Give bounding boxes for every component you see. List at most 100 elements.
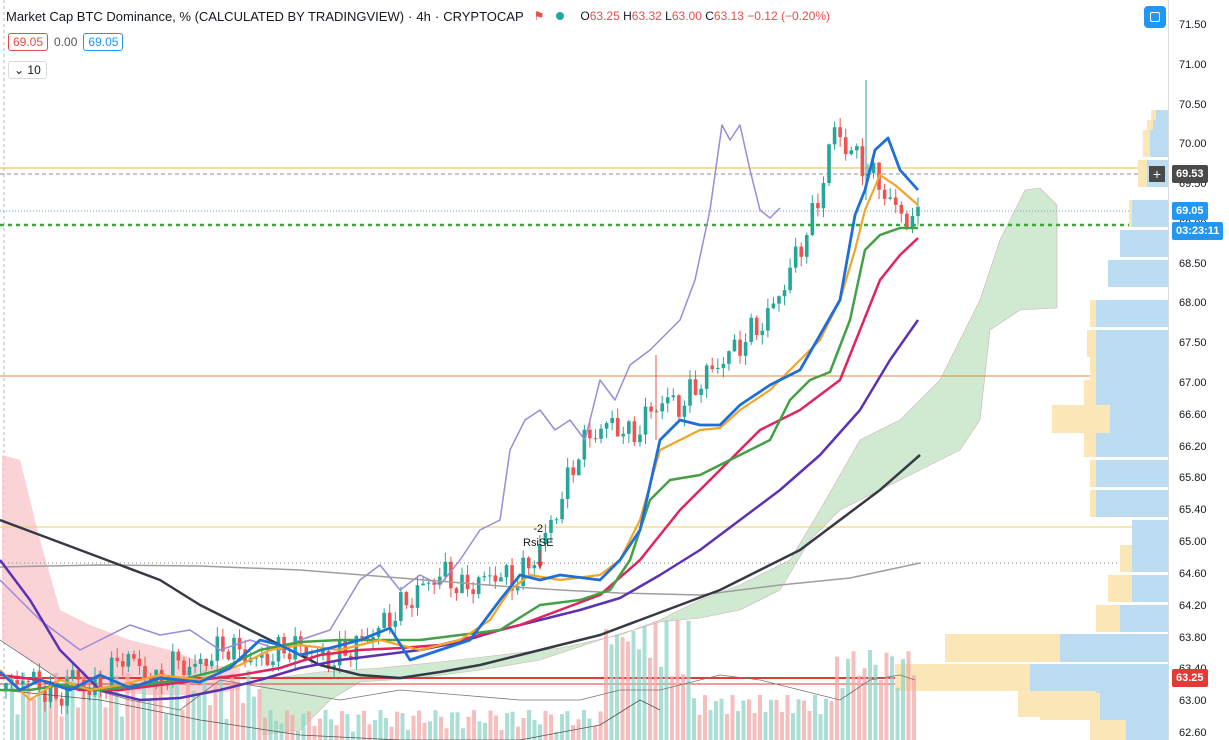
- volume-bar-up: [791, 713, 795, 740]
- candle-body: [260, 653, 264, 658]
- volume-profile-bar-up: [1132, 545, 1168, 572]
- candle-body: [832, 127, 837, 145]
- volume-bar-down: [439, 716, 443, 740]
- volume-profile-bar-down: [1108, 575, 1132, 602]
- screen-button-icon[interactable]: [1144, 6, 1166, 28]
- candle-body: [721, 363, 726, 368]
- price-tick-label: 63.80: [1179, 631, 1207, 644]
- volume-bar-down: [681, 674, 685, 740]
- candle-body: [254, 657, 259, 659]
- candle-body: [849, 150, 854, 155]
- candle-body: [760, 330, 765, 336]
- candle-body: [638, 434, 642, 443]
- candle-body: [232, 637, 236, 660]
- volume-bar-down: [208, 705, 212, 740]
- volume-bar-up: [719, 698, 724, 740]
- volume-bar-up: [268, 710, 273, 740]
- candle-body: [120, 661, 125, 667]
- candle-body: [816, 203, 820, 209]
- candle-body: [465, 574, 470, 590]
- candle-body: [682, 405, 687, 417]
- volume-profile-bar-down: [1052, 405, 1110, 433]
- volume-bar-up: [92, 692, 97, 740]
- volume-bar-down: [213, 682, 218, 740]
- volume-bar-up: [433, 710, 438, 740]
- flag-icon[interactable]: ⚑: [533, 9, 545, 23]
- volume-bar-up: [43, 700, 47, 740]
- candle-body: [182, 660, 186, 676]
- volume-bar-up: [37, 670, 42, 740]
- candle-body: [621, 433, 626, 437]
- volume-profile-bar-up: [1060, 634, 1168, 662]
- price-tick-label: 68.00: [1179, 297, 1207, 310]
- candle-body: [515, 586, 520, 591]
- price-tick-label: 71.00: [1179, 58, 1207, 71]
- price-tick-label: 62.60: [1179, 727, 1207, 739]
- volume-bar-down: [494, 715, 498, 740]
- candle-body: [26, 681, 31, 683]
- ema-orange: [0, 173, 919, 702]
- candle-body: [482, 576, 487, 578]
- volume-bar-down: [829, 701, 834, 740]
- candle-body: [738, 339, 742, 356]
- price-chart[interactable]: [0, 0, 1168, 740]
- oscillator-line: [0, 639, 916, 711]
- candle-body: [554, 519, 559, 521]
- candle-body: [410, 605, 414, 608]
- price-tick-label: 65.80: [1179, 472, 1207, 485]
- volume-bar-down: [26, 687, 31, 740]
- collapse-indicators-toggle[interactable]: ⌄ 10: [8, 61, 47, 79]
- candle-body: [404, 592, 409, 606]
- volume-bar-up: [450, 712, 454, 740]
- price-scale[interactable]: 71.5071.0070.5070.0069.5069.0068.5068.00…: [1168, 0, 1229, 740]
- volume-bar-down: [241, 703, 245, 740]
- volume-bar-down: [884, 652, 889, 740]
- volume-bar-up: [373, 719, 377, 740]
- candle-body: [560, 498, 564, 520]
- crosshair-add-icon[interactable]: +: [1149, 166, 1165, 182]
- candle-body: [571, 467, 576, 476]
- candle-body: [443, 561, 448, 577]
- signal-count: -2: [533, 523, 544, 535]
- volume-bar-down: [235, 683, 240, 740]
- candle-body: [588, 429, 592, 439]
- volume-bar-up: [120, 716, 124, 740]
- candle-body: [399, 592, 403, 621]
- price-tick-label: 64.20: [1179, 599, 1207, 612]
- volume-profile-bar-down: [1090, 490, 1096, 517]
- candle-body: [432, 582, 436, 585]
- legend-separator: ·: [408, 8, 413, 24]
- candle-body: [360, 635, 364, 638]
- ema-red: [0, 237, 919, 692]
- candle-body: [70, 670, 75, 680]
- candle-body: [59, 698, 64, 706]
- price-tick-label: 64.60: [1179, 567, 1207, 580]
- candle-body: [171, 651, 175, 685]
- volume-profile-bar-down: [1084, 430, 1096, 457]
- volume-bar-up: [582, 710, 586, 740]
- volume-bar-down: [835, 656, 839, 740]
- volume-bar-up: [378, 710, 383, 740]
- volume-bar-up: [384, 717, 388, 740]
- candle-body: [115, 657, 120, 662]
- exchange-label[interactable]: CRYPTOCAP: [443, 8, 524, 24]
- volume-bar-down: [103, 707, 108, 740]
- volume-bar-down: [362, 710, 366, 740]
- sma-gray: [0, 562, 921, 596]
- symbol-title[interactable]: Market Cap BTC Dominance, % (CALCULATED …: [6, 8, 405, 24]
- candle-body: [704, 365, 709, 389]
- candle-body: [460, 574, 464, 594]
- candle-body: [771, 303, 776, 309]
- candle-body: [54, 681, 58, 699]
- chart-area[interactable]: Market Cap BTC Dominance, % (CALCULATED …: [0, 0, 1168, 740]
- volume-profile-bar-down: [1120, 545, 1132, 572]
- candle-body: [565, 467, 570, 499]
- volume-bar-up: [510, 711, 515, 740]
- interval-label[interactable]: 4h: [416, 8, 431, 24]
- bar-countdown-badge: 03:23:11: [1172, 222, 1224, 240]
- indicator-value-blue: 69.05: [83, 33, 124, 51]
- volume-bar-down: [851, 651, 856, 740]
- volume-bar-down: [670, 676, 674, 740]
- candle-body: [627, 421, 631, 434]
- volume-bar-down: [912, 675, 916, 740]
